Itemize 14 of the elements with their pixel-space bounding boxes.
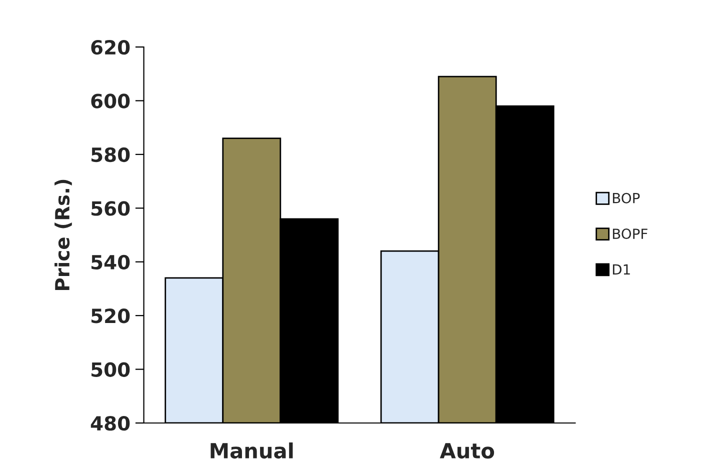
legend-label: D1 <box>612 264 630 274</box>
x-tick-label: Auto <box>440 443 494 459</box>
legend-label: BOPF <box>612 228 648 240</box>
y-tick-label: 580 <box>92 147 130 162</box>
y-tick-label: 560 <box>92 201 130 216</box>
y-tick-label: 500 <box>92 362 130 377</box>
y-tick-label: 600 <box>91 94 130 108</box>
x-tick-label: Manual <box>210 442 293 459</box>
y-tick-label: 480 <box>90 416 130 431</box>
legend-label: BOP <box>612 192 640 204</box>
y-tick-label: 520 <box>92 308 130 324</box>
y-tick-label: 540 <box>92 254 130 270</box>
y-axis-title: Price (Rs.) <box>54 180 72 290</box>
y-tick-label: 620 <box>91 40 130 55</box>
